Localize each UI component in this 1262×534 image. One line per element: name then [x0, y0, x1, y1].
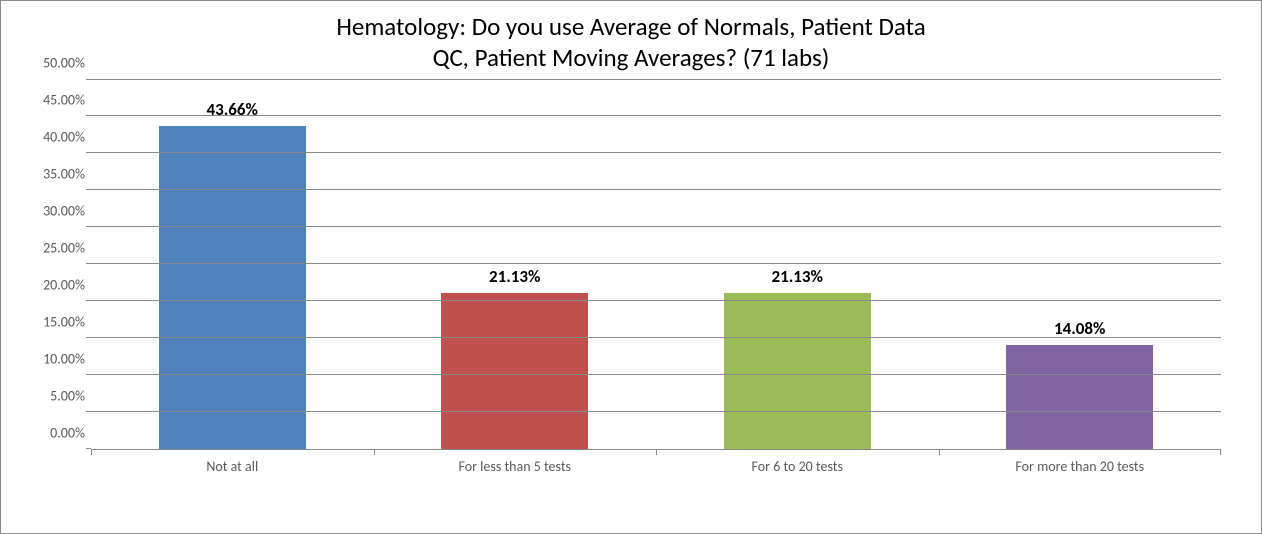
x-slot: For 6 to 20 tests: [656, 450, 939, 475]
y-tick-label: 35.00%: [43, 165, 85, 182]
y-tick-mark: [86, 226, 91, 227]
gridline: [91, 115, 1221, 116]
bar: 21.13%: [441, 293, 588, 449]
gridline: [91, 300, 1221, 301]
gridline: [91, 411, 1221, 412]
y-tick-mark: [86, 79, 91, 80]
y-tick-label: 0.00%: [50, 424, 85, 441]
y-tick-mark: [86, 337, 91, 338]
bar-chart: Hematology: Do you use Average of Normal…: [0, 0, 1262, 534]
bar: 43.66%: [159, 126, 306, 448]
x-tick-mark: [1220, 450, 1221, 455]
x-category-label: For less than 5 tests: [374, 450, 657, 475]
gridline: [91, 337, 1221, 338]
x-tick-mark: [656, 450, 657, 455]
gridline: [91, 263, 1221, 264]
gridline: [91, 374, 1221, 375]
bar-slot: 21.13%: [374, 80, 657, 449]
bars-row: 43.66% 21.13% 21.13% 14.08%: [91, 80, 1221, 449]
y-tick-mark: [86, 189, 91, 190]
y-tick-label: 15.00%: [43, 313, 85, 330]
y-tick-mark: [86, 300, 91, 301]
y-tick-label: 10.00%: [43, 350, 85, 367]
bar-value-label: 14.08%: [1054, 318, 1105, 339]
chart-title: Hematology: Do you use Average of Normal…: [21, 11, 1241, 74]
x-slot: Not at all: [91, 450, 374, 475]
y-tick-label: 20.00%: [43, 276, 85, 293]
bar-value-label: 21.13%: [489, 266, 540, 287]
bar-value-label: 43.66%: [207, 99, 258, 120]
y-tick-mark: [86, 448, 91, 449]
gridline: [91, 79, 1221, 80]
gridline: [91, 226, 1221, 227]
y-tick-label: 40.00%: [43, 128, 85, 145]
x-axis: Not at allFor less than 5 testsFor 6 to …: [91, 450, 1221, 475]
x-slot: For less than 5 tests: [374, 450, 657, 475]
y-tick-mark: [86, 152, 91, 153]
y-axis: 0.00% 5.00% 10.00% 15.00% 20.00% 25.00% 30.00%…: [21, 80, 91, 450]
y-tick-mark: [86, 263, 91, 264]
gridline: [91, 189, 1221, 190]
x-slot: For more than 20 tests: [939, 450, 1222, 475]
gridline: [91, 152, 1221, 153]
y-tick-label: 45.00%: [43, 91, 85, 108]
bar-slot: 14.08%: [939, 80, 1222, 449]
bar-value-label: 21.13%: [772, 266, 823, 287]
y-tick-mark: [86, 115, 91, 116]
x-category-label: For 6 to 20 tests: [656, 450, 939, 475]
chart-title-line-2: QC, Patient Moving Averages? (71 labs): [433, 42, 830, 73]
y-tick-mark: [86, 374, 91, 375]
y-tick-label: 30.00%: [43, 202, 85, 219]
plot-area: 43.66% 21.13% 21.13% 14.08%: [91, 80, 1221, 450]
chart-title-line-1: Hematology: Do you use Average of Normal…: [336, 11, 925, 42]
bar: 14.08%: [1006, 345, 1153, 449]
bar-slot: 43.66%: [91, 80, 374, 449]
bar-slot: 21.13%: [656, 80, 939, 449]
plot-region: 0.00% 5.00% 10.00% 15.00% 20.00% 25.00% 30.00%…: [21, 80, 1241, 450]
bar: 21.13%: [724, 293, 871, 449]
y-tick-label: 50.00%: [43, 54, 85, 71]
x-tick-mark: [374, 450, 375, 455]
x-category-label: Not at all: [91, 450, 374, 475]
x-category-label: For more than 20 tests: [939, 450, 1222, 475]
x-tick-mark: [91, 450, 92, 455]
y-tick-label: 5.00%: [50, 387, 85, 404]
x-tick-mark: [939, 450, 940, 455]
y-tick-label: 25.00%: [43, 239, 85, 256]
y-tick-mark: [86, 411, 91, 412]
